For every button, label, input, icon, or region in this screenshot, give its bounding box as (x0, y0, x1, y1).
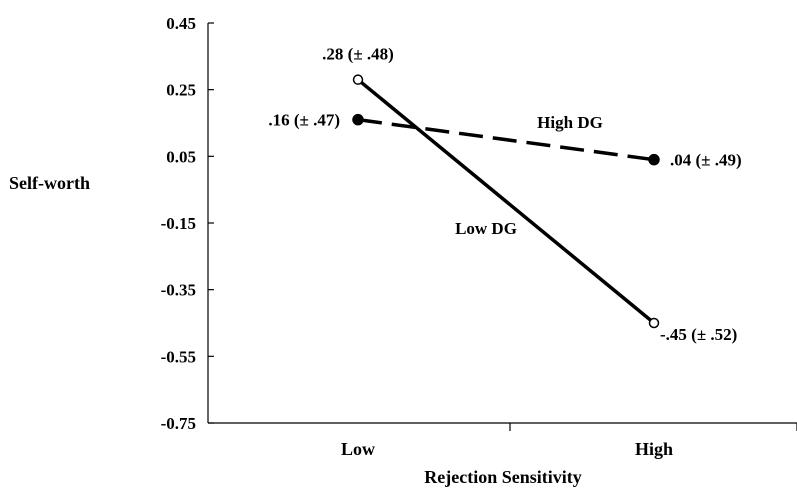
y-tick-label: -0.55 (161, 347, 196, 366)
data-label: .04 (± .49) (670, 151, 742, 170)
y-tick-label: -0.15 (161, 214, 196, 233)
data-label: .28 (± .48) (322, 45, 394, 64)
series-markers (352, 74, 660, 329)
y-tick-label: 0.45 (166, 14, 196, 33)
data-point (648, 317, 660, 329)
x-tick-label: High (635, 439, 673, 459)
y-tick-label: -0.35 (161, 281, 196, 300)
y-ticks: 0.45 0.25 0.05 -0.15 -0.35 -0.55 -0.75 (161, 14, 214, 433)
data-label: -.45 (± .52) (660, 325, 737, 344)
y-tick-label: 0.05 (166, 147, 196, 166)
data-label: .16 (± .47) (268, 111, 340, 130)
x-axis-label: Rejection Sensitivity (424, 467, 581, 487)
y-tick-label: -0.75 (161, 414, 196, 433)
data-point (648, 153, 660, 166)
series-line-low-dg (356, 78, 656, 325)
y-tick-label: 0.25 (166, 81, 196, 100)
series-line-high-dg (357, 117, 655, 162)
data-labels: .16 (± .47) .04 (± .49) High DG .28 (± .48)… (268, 45, 741, 344)
x-tick-label: Low (341, 439, 375, 459)
series-name-label: Low DG (455, 219, 517, 238)
data-point (352, 74, 364, 85)
data-point (352, 113, 364, 126)
x-ticks: Low High (341, 423, 797, 459)
series-lines (356, 78, 656, 325)
series-name-label: High DG (537, 113, 603, 132)
y-axis-label: Self-worth (9, 173, 90, 193)
